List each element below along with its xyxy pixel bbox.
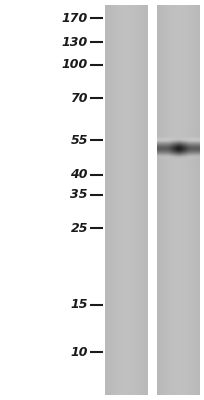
Text: 10: 10 xyxy=(71,346,88,358)
Text: 70: 70 xyxy=(71,92,88,104)
Text: 40: 40 xyxy=(71,168,88,182)
Text: 55: 55 xyxy=(71,134,88,146)
Text: 25: 25 xyxy=(71,222,88,234)
Text: 35: 35 xyxy=(71,188,88,202)
Text: 130: 130 xyxy=(62,36,88,48)
Text: 170: 170 xyxy=(62,12,88,24)
Text: 15: 15 xyxy=(71,298,88,312)
Text: 100: 100 xyxy=(62,58,88,72)
